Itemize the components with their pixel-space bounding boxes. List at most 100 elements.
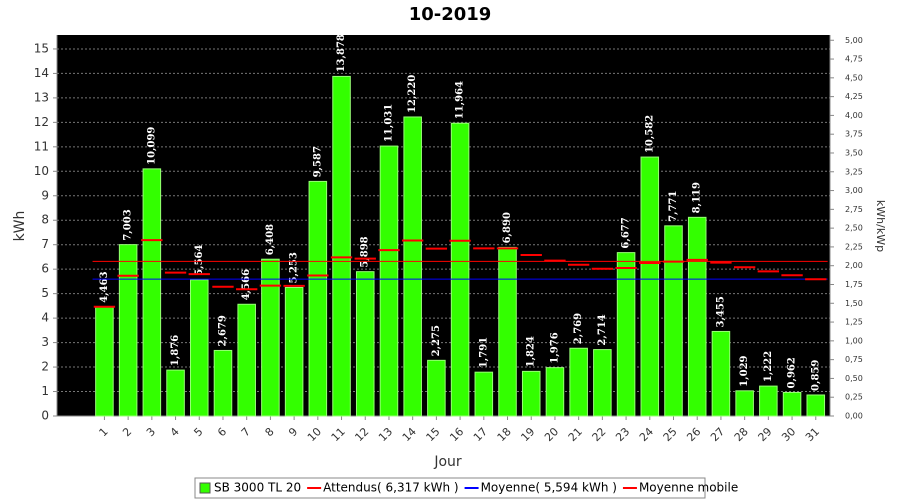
legend-label: SB 3000 TL 20 (214, 481, 301, 495)
x-tick-label: 3 (144, 425, 158, 439)
data-label: 5,564 (194, 244, 205, 275)
y-tick-label: 3 (41, 335, 49, 349)
y-tick-label: 10 (34, 164, 49, 178)
bar (166, 369, 185, 417)
data-label: 2,679 (217, 315, 228, 346)
bar (782, 391, 802, 417)
y2-tick-label: 1,75 (845, 280, 863, 289)
y2-tick-label: 4,00 (845, 111, 863, 120)
x-tick-label: 27 (708, 425, 727, 444)
x-tick-label: 14 (400, 425, 419, 444)
bar (450, 122, 470, 417)
bar (593, 349, 612, 417)
data-label: 13,878 (336, 34, 347, 72)
bar (142, 168, 162, 417)
bar (237, 303, 256, 417)
x-tick-label: 19 (518, 425, 537, 444)
bar (545, 367, 565, 417)
data-label: 3,455 (715, 296, 726, 327)
data-label: 1,029 (739, 355, 750, 386)
y-tick-label: 12 (34, 115, 49, 129)
y2-tick-label: 3,75 (845, 130, 863, 139)
data-label: 10,582 (644, 115, 655, 153)
bar (664, 225, 683, 417)
bar (498, 246, 517, 417)
data-label: 6,890 (502, 212, 513, 243)
bar (521, 370, 541, 417)
y-tick-label: 7 (41, 237, 49, 251)
x-tick-label: 11 (329, 425, 348, 444)
x-tick-label: 20 (542, 425, 561, 444)
y-axis-label: kWh (12, 211, 28, 242)
y-tick-label: 2 (41, 360, 49, 374)
bar (640, 156, 660, 417)
data-label: 2,714 (597, 314, 608, 345)
bar (261, 258, 280, 417)
x-tick-label: 26 (684, 425, 703, 444)
y-tick-label: 0 (41, 409, 49, 423)
x-tick-label: 30 (779, 425, 798, 444)
data-label: 2,769 (573, 313, 584, 344)
x-tick-label: 7 (239, 425, 253, 439)
x-tick-label: 6 (215, 425, 229, 439)
bar (735, 390, 754, 417)
data-label: 2,275 (431, 325, 442, 356)
x-tick-label: 21 (566, 425, 585, 444)
y-tick-label: 13 (34, 90, 49, 104)
y2-tick-label: 3,00 (845, 186, 863, 195)
data-label: 5,898 (360, 236, 371, 267)
x-tick-label: 25 (661, 425, 680, 444)
x-tick-label: 17 (471, 425, 490, 444)
y-tick-label: 1 (41, 384, 49, 398)
data-label: 1,791 (478, 337, 489, 368)
data-label: 0,962 (787, 357, 798, 388)
data-label: 1,824 (526, 336, 537, 367)
bar (759, 385, 778, 417)
bar (332, 75, 351, 417)
x-tick-label: 5 (191, 425, 205, 439)
y2-axis-label: kWh/kWp (874, 200, 887, 252)
data-label: 4,463 (99, 271, 110, 302)
x-tick-label: 24 (637, 425, 656, 444)
bar (118, 244, 138, 417)
y2-tick-label: 2,25 (845, 242, 863, 251)
bar (427, 359, 446, 417)
x-tick-label: 2 (120, 425, 134, 439)
y-tick-label: 9 (41, 188, 49, 202)
data-label: 10,099 (146, 127, 157, 165)
y-tick-label: 6 (41, 262, 49, 276)
y2-tick-label: 4,25 (845, 92, 863, 101)
y-tick-label: 4 (41, 311, 49, 325)
x-tick-label: 15 (424, 425, 443, 444)
x-axis-label: Jour (433, 454, 462, 470)
data-label: 6,677 (621, 217, 632, 248)
bar (213, 349, 233, 417)
data-label: 8,119 (692, 182, 703, 213)
y2-tick-label: 0,50 (845, 374, 863, 383)
y2-tick-label: 4,75 (845, 55, 863, 64)
bar (403, 116, 422, 417)
y-tick-label: 14 (34, 66, 49, 80)
y-tick-label: 15 (34, 41, 49, 55)
x-tick-label: 28 (732, 425, 751, 444)
y2-tick-label: 0,25 (845, 393, 863, 402)
bar (355, 271, 375, 417)
data-label: 7,003 (123, 209, 134, 240)
x-tick-label: 16 (447, 425, 466, 444)
legend-swatch (199, 482, 211, 494)
x-tick-label: 23 (613, 425, 632, 444)
x-tick-label: 9 (286, 425, 300, 439)
y2-tick-label: 3,50 (845, 148, 863, 157)
y2-tick-label: 5,00 (845, 36, 863, 45)
legend-label: Attendus( 6,317 kWh ) (323, 481, 458, 495)
data-label: 1,222 (763, 351, 774, 382)
y2-tick-label: 1,25 (845, 318, 863, 327)
y2-tick-label: 1,50 (845, 299, 863, 308)
bar (806, 394, 826, 417)
y2-tick-label: 3,25 (845, 167, 863, 176)
data-label: 6,408 (265, 224, 276, 255)
bar (687, 216, 707, 417)
legend (194, 477, 706, 499)
x-tick-label: 12 (352, 425, 371, 444)
